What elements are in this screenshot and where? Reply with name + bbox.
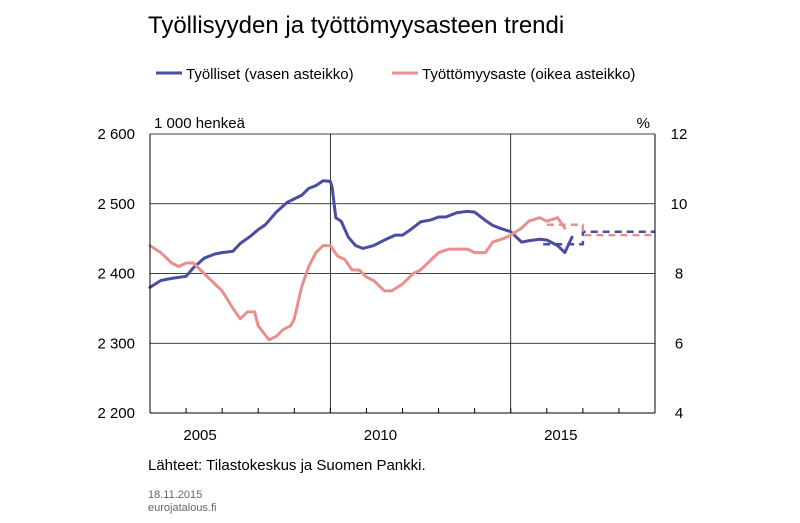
employed-series-line bbox=[148, 179, 574, 289]
source-note: Lähteet: Tilastokeskus ja Suomen Pankki. bbox=[148, 457, 426, 474]
right-axis-tick-label: 4 bbox=[675, 405, 683, 422]
footer-site: eurojatalous.fi bbox=[148, 502, 217, 514]
right-axis-tick-label: 12 bbox=[671, 126, 688, 143]
left-axis-tick-label: 2 200 bbox=[97, 405, 135, 422]
unemployment-series-line-forecast bbox=[546, 223, 655, 237]
left-axis-tick-label: 2 400 bbox=[97, 266, 135, 283]
gridlines bbox=[150, 133, 655, 414]
legend: Työlliset (vasen asteikko) Työttömyysast… bbox=[156, 66, 635, 83]
left-axis-tick-label: 2 600 bbox=[97, 126, 135, 143]
right-axis-tick-label: 10 bbox=[671, 196, 688, 213]
footer-date: 18.11.2015 bbox=[148, 489, 202, 501]
employed-series-line-forecast bbox=[543, 230, 655, 246]
right-axis-unit: % bbox=[637, 115, 650, 132]
chart-title: Työllisyyden ja työttömyysasteen trendi bbox=[148, 12, 564, 39]
axes bbox=[149, 134, 656, 414]
x-axis-ticks: 2005 2010 2015 bbox=[183, 427, 577, 444]
left-axis-tick-label: 2 500 bbox=[97, 196, 135, 213]
right-axis-tick-label: 8 bbox=[675, 266, 683, 283]
left-axis-unit: 1 000 henkeä bbox=[154, 115, 246, 132]
left-axis-tick-label: 2 300 bbox=[97, 335, 135, 352]
x-axis-tick-label: 2005 bbox=[183, 427, 216, 444]
legend-label-unemployment: Työttömyysaste (oikea asteikko) bbox=[422, 66, 635, 83]
right-axis-ticks: 4 6 8 10 12 bbox=[671, 126, 688, 422]
x-axis-tick-label: 2015 bbox=[544, 427, 577, 444]
series-layer bbox=[148, 179, 655, 342]
legend-label-employed: Työlliset (vasen asteikko) bbox=[186, 66, 354, 83]
left-axis-ticks: 2 200 2 300 2 400 2 500 2 600 bbox=[97, 126, 135, 422]
right-axis-tick-label: 6 bbox=[675, 335, 683, 352]
unemployment-series-line bbox=[148, 216, 567, 342]
x-axis-tick-label: 2010 bbox=[364, 427, 397, 444]
